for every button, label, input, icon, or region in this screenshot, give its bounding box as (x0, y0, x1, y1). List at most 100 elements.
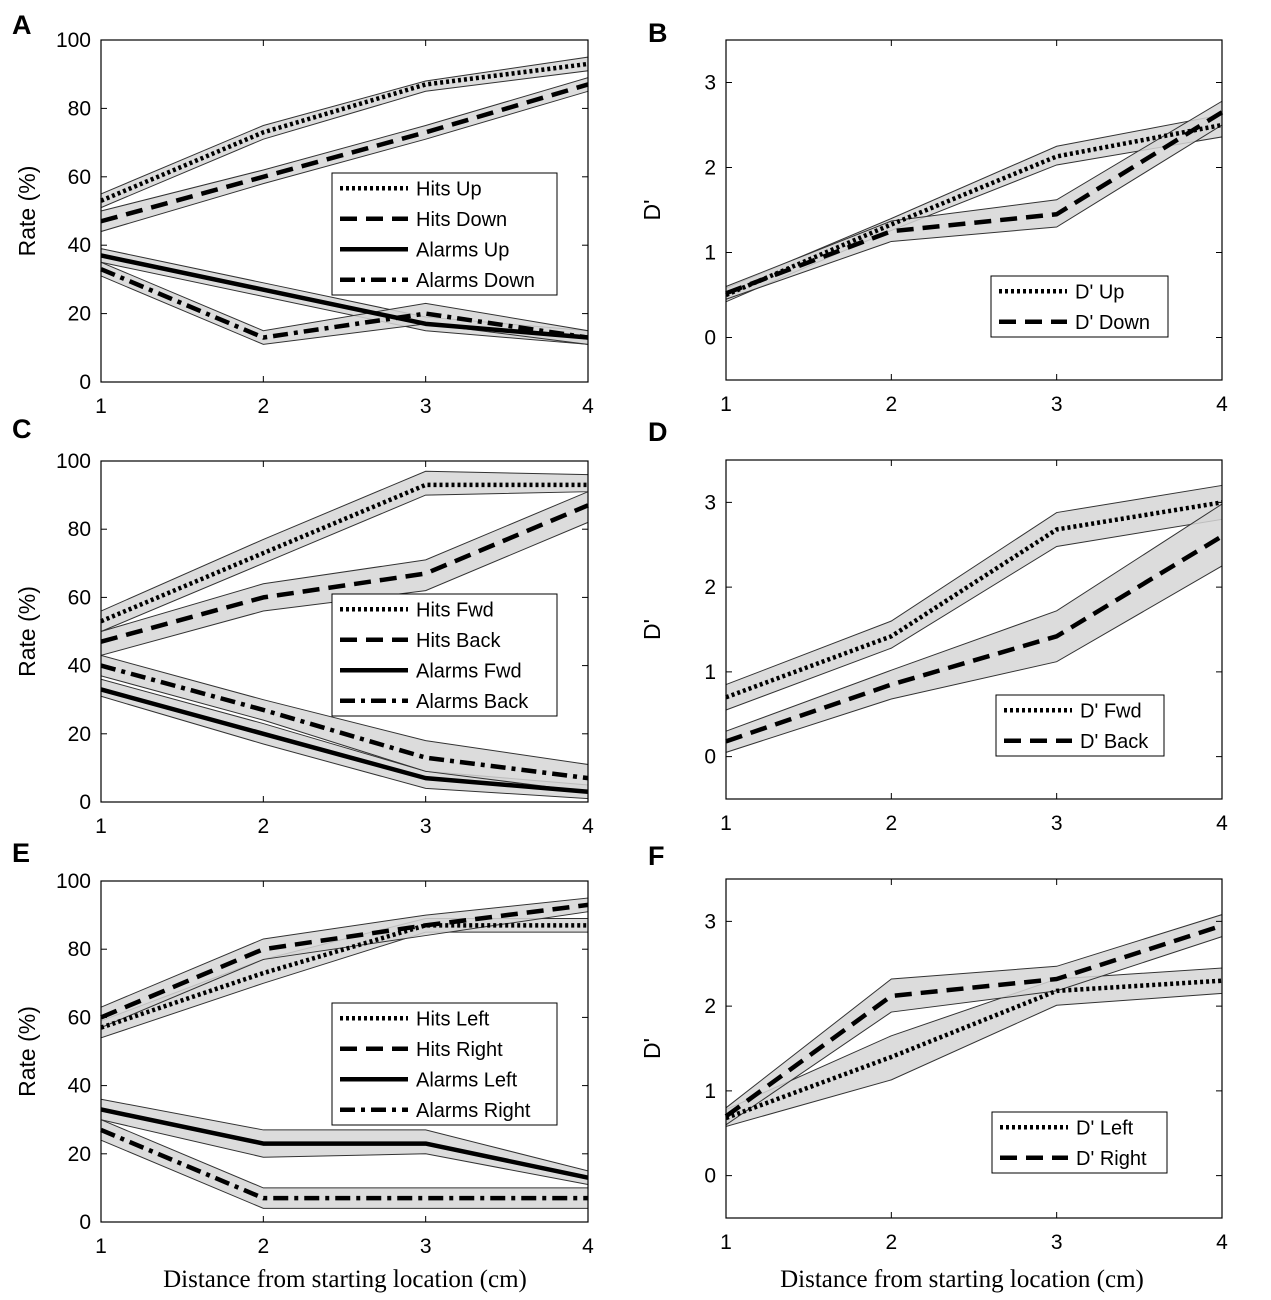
series-line (724, 923, 1223, 1119)
series-line (100, 663, 589, 781)
legend-box (995, 694, 1165, 757)
series-line (725, 500, 1223, 700)
series-line (100, 687, 589, 795)
legend-entry: Hits Up (416, 178, 482, 200)
x-tick-label: 4 (1216, 393, 1228, 416)
y-tick-label: 60 (68, 166, 91, 189)
axes-box (725, 878, 1223, 1219)
axes-box (100, 460, 589, 803)
x-tick-label: 4 (582, 1235, 594, 1258)
y-tick-label: 80 (68, 97, 91, 120)
series-line (100, 482, 588, 624)
legend-box (331, 172, 558, 296)
y-tick-label: 60 (68, 586, 91, 609)
legend-entry: Hits Left (416, 1008, 490, 1030)
y-axis-label: Rate (%) (14, 166, 40, 257)
legend-box (990, 275, 1169, 338)
legend-entry: Hits Fwd (416, 599, 494, 621)
x-tick-label: 2 (257, 815, 269, 838)
chart-panel-a: A 0 20 40 60 80 100 1 2 3 4 Rate (%) Hits Up Hits Dow… (12, 10, 594, 418)
legend-entry: Alarms Back (416, 691, 529, 713)
y-tick-label: 60 (68, 1006, 91, 1029)
legend-entry: Hits Down (416, 209, 507, 231)
legend: D' Fwd D' Back (995, 694, 1165, 757)
series-line (100, 1107, 589, 1180)
legend-entry: D' Fwd (1080, 700, 1142, 722)
y-tick-label: 0 (704, 746, 716, 769)
y-tick-label: 40 (68, 655, 91, 678)
panel-label: D (648, 417, 668, 447)
y-tick-label: 0 (704, 1165, 716, 1188)
panel-label: A (12, 10, 32, 40)
chart-panel-b: B 0 1 2 3 1 2 3 4 D' D' Up D' Down (639, 18, 1228, 416)
legend-entry: Alarms Fwd (416, 660, 522, 682)
x-tick-label: 4 (582, 395, 594, 418)
y-axis-label: Rate (%) (14, 586, 40, 677)
legend: D' Up D' Down (990, 275, 1169, 338)
x-tick-label: 1 (720, 393, 732, 416)
y-tick-label: 80 (68, 518, 91, 541)
series-line (100, 61, 589, 203)
y-tick-label: 20 (68, 1143, 91, 1166)
y-tick-label: 0 (704, 327, 716, 350)
x-tick-label: 4 (1216, 1231, 1228, 1254)
series-line (100, 923, 588, 1030)
y-axis-label: Rate (%) (14, 1006, 40, 1097)
legend-box (331, 1002, 558, 1126)
legend-entry: D' Down (1075, 312, 1150, 334)
y-tick-label: 0 (79, 371, 91, 394)
y-tick-label: 100 (56, 450, 91, 473)
x-tick-label: 1 (720, 1231, 732, 1254)
legend-entry: D' Back (1080, 731, 1149, 753)
x-tick-label: 1 (720, 812, 732, 835)
x-tick-label: 1 (95, 815, 107, 838)
axes-box (725, 459, 1223, 800)
legend-entry: D' Right (1076, 1148, 1147, 1170)
x-axis-label-right: Distance from starting location (cm) (780, 1266, 1144, 1293)
x-tick-label: 2 (885, 1231, 897, 1254)
panel-label: F (648, 841, 665, 871)
panel-label: E (12, 838, 30, 868)
legend-entry: Alarms Up (416, 239, 509, 261)
y-axis-label: D' (639, 199, 665, 220)
legend-entry: Alarms Down (416, 270, 535, 292)
axes-box (725, 39, 1223, 381)
legend-entry: D' Up (1075, 281, 1124, 303)
x-tick-label: 2 (885, 393, 897, 416)
x-tick-label: 3 (1051, 812, 1063, 835)
y-tick-label: 2 (704, 157, 716, 180)
y-tick-label: 80 (68, 938, 91, 961)
x-tick-label: 3 (420, 1235, 432, 1258)
series-line (100, 503, 589, 644)
y-tick-label: 3 (704, 910, 716, 933)
panel-label: B (648, 18, 668, 48)
chart-panel-c: C 0 20 40 60 80 100 1 2 3 4 Rate (%) Hits Fwd Hits Ba… (12, 414, 594, 838)
series-line (100, 82, 589, 224)
y-tick-label: 3 (704, 72, 716, 95)
y-tick-label: 2 (704, 995, 716, 1018)
y-tick-label: 20 (68, 723, 91, 746)
legend-entry: Alarms Right (416, 1100, 531, 1122)
series-line (100, 1127, 588, 1201)
legend: Hits Left Hits Right Alarms Left Alarms Rig… (331, 1002, 558, 1126)
legend-entry: Hits Right (416, 1039, 503, 1061)
chart-panel-e: E 0 20 40 60 80 100 1 2 3 4 Rate (%) Hits Left Hits R… (12, 838, 594, 1258)
y-tick-label: 20 (68, 303, 91, 326)
x-tick-label: 3 (420, 815, 432, 838)
legend-entry: D' Left (1076, 1117, 1134, 1139)
axes-box (100, 880, 589, 1223)
chart-panel-f: F 0 1 2 3 1 2 3 4 D' D' Left D' Right (639, 841, 1228, 1254)
y-tick-label: 40 (68, 1075, 91, 1098)
series-line (725, 110, 1224, 296)
x-tick-label: 3 (1051, 1231, 1063, 1254)
axes-box (100, 39, 589, 383)
y-axis-label: D' (639, 1038, 665, 1059)
y-tick-label: 0 (79, 1211, 91, 1234)
legend-entry: Hits Back (416, 630, 501, 652)
x-tick-label: 1 (95, 395, 107, 418)
x-tick-label: 2 (257, 395, 269, 418)
x-tick-label: 1 (95, 1235, 107, 1258)
y-tick-label: 100 (56, 29, 91, 52)
y-tick-label: 100 (56, 870, 91, 893)
series-line (100, 267, 589, 340)
